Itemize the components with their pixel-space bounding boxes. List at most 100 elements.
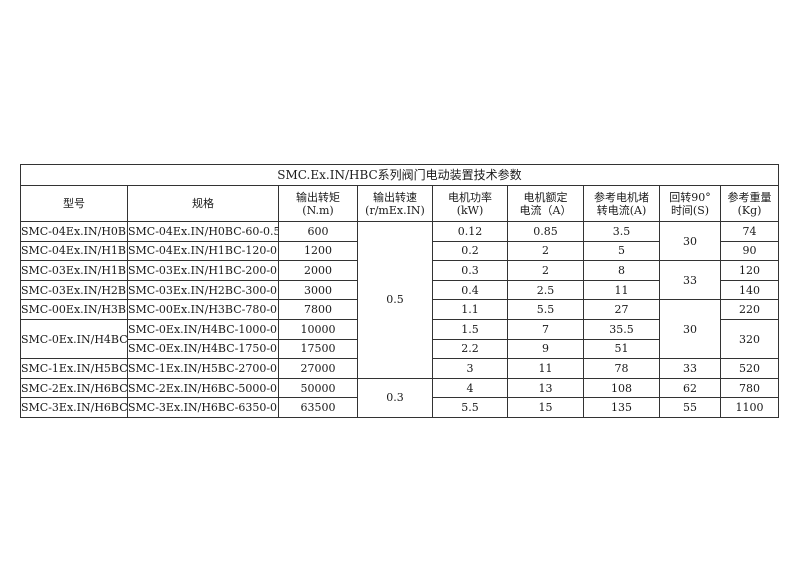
cell-output-speed: 0.3: [357, 377, 433, 418]
cell-stall-current: 5: [583, 240, 660, 262]
header-weight: 参考重量 (Kg): [720, 185, 779, 222]
cell-rated-current: 15: [507, 397, 584, 418]
cell-output-torque: 17500: [278, 338, 358, 360]
header-line: 参考重量: [727, 190, 772, 204]
header-line: (r/mEx.IN): [365, 203, 425, 217]
table-row: SMC-3Ex.IN/H6BC SMC-3Ex.IN/H6BC-6350-0.3 6…: [20, 397, 779, 418]
cell-spec: SMC-00Ex.IN/H3BC-780-0.5: [127, 299, 279, 320]
header-line: (kW): [456, 203, 484, 217]
cell-weight: 120: [720, 260, 779, 281]
cell-motor-power: 0.4: [432, 279, 508, 301]
header-rated-current: 电机额定 电流（A）: [507, 185, 584, 222]
cell-stall-current: 78: [583, 358, 660, 379]
cell-spec: SMC-2Ex.IN/H6BC-5000-0.3: [127, 377, 279, 399]
cell-stall-current: 3.5: [583, 221, 660, 242]
cell-motor-power: 1.1: [432, 299, 508, 320]
cell-stall-current: 135: [583, 397, 660, 418]
cell-model: SMC-3Ex.IN/H6BC: [20, 397, 128, 418]
cell-weight: 320: [720, 318, 779, 360]
cell-rotation-time: 62: [659, 377, 721, 399]
header-line: 型号: [63, 197, 85, 210]
cell-motor-power: 5.5: [432, 397, 508, 418]
cell-spec: SMC-3Ex.IN/H6BC-6350-0.3: [127, 397, 279, 418]
cell-model: SMC-2Ex.IN/H6BC: [20, 377, 128, 399]
header-line: 回转90°: [669, 190, 711, 204]
cell-model: SMC-00Ex.IN/H3BC: [20, 299, 128, 320]
cell-model: SMC-0Ex.IN/H4BC: [20, 318, 128, 360]
header-line: 转电流(A): [596, 203, 647, 217]
cell-motor-power: 0.2: [432, 240, 508, 262]
table-row: SMC-00Ex.IN/H3BC SMC-00Ex.IN/H3BC-780-0.5…: [20, 299, 779, 360]
cell-rated-current: 0.85: [507, 221, 584, 242]
header-model: 型号: [20, 185, 128, 222]
cell-rated-current: 11: [507, 358, 584, 379]
spec-table: SMC.Ex.IN/HBC系列阀门电动装置技术参数 型号 规格 输出转矩 (N.m) 输…: [20, 164, 779, 418]
cell-model: SMC-04Ex.IN/H0BC: [20, 221, 128, 242]
cell-rated-current: 13: [507, 377, 584, 399]
cell-rated-current: 5.5: [507, 299, 584, 320]
header-line: 电流（A）: [519, 203, 572, 217]
cell-spec: SMC-0Ex.IN/H4BC-1000-0.5: [127, 318, 279, 340]
table-row: SMC-03Ex.IN/H1BC SMC-03Ex.IN/H1BC-200-0.5…: [20, 260, 779, 301]
cell-output-torque: 63500: [278, 397, 358, 418]
cell-rated-current: 9: [507, 338, 584, 360]
cell-rotation-time: 33: [659, 260, 721, 301]
cell-spec: SMC-03Ex.IN/H2BC-300-0.5: [127, 279, 279, 301]
cell-motor-power: 3: [432, 358, 508, 379]
table-row: SMC-2Ex.IN/H6BC SMC-2Ex.IN/H6BC-5000-0.3 5…: [20, 377, 779, 418]
header-line: 规格: [192, 197, 214, 210]
cell-rotation-time: 30: [659, 299, 721, 360]
cell-weight: 520: [720, 358, 779, 379]
cell-model: SMC-03Ex.IN/H2BC: [20, 279, 128, 301]
table-title: SMC.Ex.IN/HBC系列阀门电动装置技术参数: [20, 164, 779, 186]
header-line: 电机功率: [448, 190, 492, 204]
cell-spec: SMC-03Ex.IN/H1BC-200-0.5: [127, 260, 279, 281]
header-line: 参考电机堵: [594, 190, 649, 204]
cell-rated-current: 2.5: [507, 279, 584, 301]
cell-weight: 90: [720, 240, 779, 262]
header-spec: 规格: [127, 185, 279, 222]
table-row: SMC-04Ex.IN/H0BC SMC-04Ex.IN/H0BC-60-0.5 6…: [20, 220, 779, 379]
cell-output-torque: 1200: [278, 240, 358, 262]
cell-model: SMC-1Ex.IN/H5BC: [20, 358, 128, 379]
cell-stall-current: 108: [583, 377, 660, 399]
table-row: SMC-0Ex.IN/H4BC-1750-0.5 17500 2.2 9 51: [21, 338, 779, 360]
cell-rotation-time: 30: [659, 220, 721, 262]
cell-rotation-time: 55: [659, 397, 721, 418]
header-motor-power: 电机功率 (kW): [432, 185, 508, 222]
cell-stall-current: 27: [583, 299, 660, 320]
cell-motor-power: 4: [432, 377, 508, 399]
cell-weight: 220: [720, 299, 779, 320]
table-row: SMC-1Ex.IN/H5BC SMC-1Ex.IN/H5BC-2700-0.5 2…: [20, 358, 779, 379]
cell-weight: 780: [720, 377, 779, 399]
cell-output-torque: 2000: [278, 260, 358, 281]
cell-stall-current: 8: [583, 260, 660, 281]
cell-output-torque: 600: [278, 221, 358, 242]
cell-output-torque: 10000: [278, 318, 358, 340]
cell-rated-current: 2: [507, 260, 584, 281]
cell-weight: 74: [720, 221, 779, 242]
cell-motor-power: 0.12: [432, 221, 508, 242]
header-stall-current: 参考电机堵 转电流(A): [583, 185, 660, 222]
header-line: (Kg): [737, 203, 762, 217]
cell-rated-current: 2: [507, 240, 584, 262]
header-rotation-time: 回转90° 时间(S): [659, 185, 721, 222]
cell-motor-power: 0.3: [432, 260, 508, 281]
header-line: 输出转速: [373, 190, 417, 204]
cell-motor-power: 1.5: [432, 318, 508, 340]
header-line: (N.m): [302, 203, 334, 217]
cell-output-speed: 0.5: [357, 221, 433, 379]
cell-rated-current: 7: [507, 318, 584, 340]
cell-spec: SMC-1Ex.IN/H5BC-2700-0.5: [127, 358, 279, 379]
cell-output-torque: 7800: [278, 299, 358, 320]
cell-output-torque: 3000: [278, 279, 358, 301]
cell-model: SMC-03Ex.IN/H1BC: [20, 260, 128, 281]
cell-stall-current: 11: [583, 279, 660, 301]
cell-spec: SMC-04Ex.IN/H1BC-120-0.5: [127, 240, 279, 262]
cell-rotation-time: 33: [659, 358, 721, 379]
cell-stall-current: 35.5: [583, 318, 660, 340]
cell-spec: SMC-04Ex.IN/H0BC-60-0.5: [127, 221, 279, 242]
cell-motor-power: 2.2: [432, 338, 508, 360]
cell-output-torque: 50000: [278, 377, 358, 399]
header-row: 型号 规格 输出转矩 (N.m) 输出转速 (r/mEx.IN) 电机功率 (kW) 电机额定电…: [20, 185, 779, 222]
